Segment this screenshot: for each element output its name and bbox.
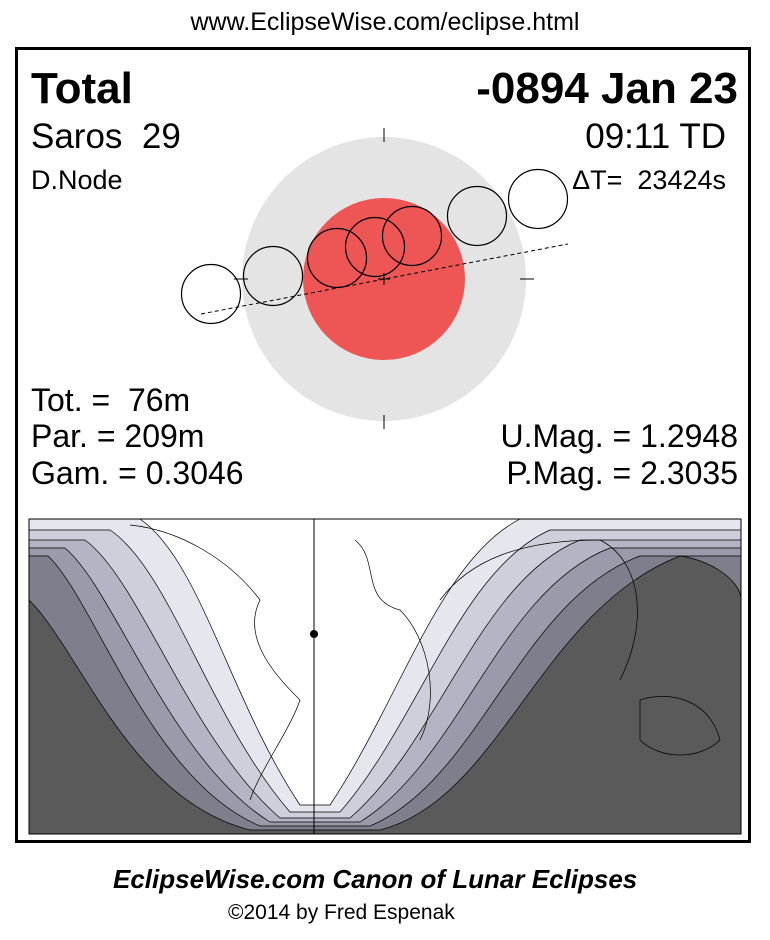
time: 09:11 TD [585, 117, 726, 156]
night-region [29, 555, 741, 834]
node: D.Node [31, 165, 123, 195]
totality-duration: Tot. = 76m [31, 382, 191, 418]
partial-duration: Par. = 209m [31, 418, 205, 454]
moon-path [200, 243, 569, 315]
copyright: ©2014 by Fred Espenak [228, 901, 455, 924]
url[interactable]: www.EclipseWise.com/eclipse.html [190, 8, 580, 36]
moon-position [180, 263, 242, 325]
footer-title: EclipseWise.com Canon of Lunar Eclipses [113, 864, 638, 894]
saros: Saros 29 [31, 117, 181, 156]
moon-position [306, 227, 368, 289]
delta-t: ΔT= 23424s [572, 165, 726, 195]
moon-position [344, 216, 406, 278]
moon-position [507, 168, 569, 230]
continents [129, 524, 721, 801]
moon-position [381, 205, 443, 267]
visibility-map [28, 518, 742, 835]
moon-position [446, 185, 508, 247]
eclipse-panel [15, 47, 751, 843]
sublunar-point [310, 630, 318, 638]
eclipse-type: Total [31, 64, 133, 113]
eclipse-date: -0894 Jan 23 [476, 64, 738, 113]
umbral-magnitude: U.Mag. = 1.2948 [500, 418, 738, 454]
moon-position [242, 245, 304, 307]
penumbral-magnitude: P.Mag. = 2.3035 [506, 455, 738, 491]
gamma: Gam. = 0.3046 [31, 455, 244, 491]
